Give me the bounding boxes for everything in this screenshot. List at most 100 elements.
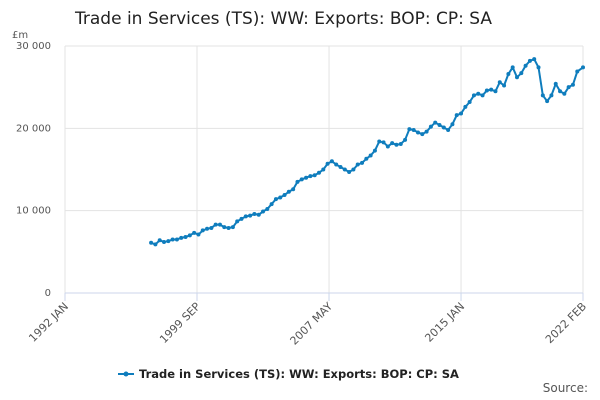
point — [502, 83, 507, 88]
point — [316, 170, 321, 175]
point — [312, 173, 317, 178]
point — [385, 144, 390, 149]
point — [174, 237, 179, 242]
point — [325, 161, 330, 166]
point — [209, 225, 214, 230]
point — [222, 225, 227, 230]
point — [192, 230, 197, 235]
point — [454, 113, 459, 118]
x-tick-label: 1992 JAN — [26, 300, 71, 345]
point — [549, 93, 554, 98]
point — [261, 209, 266, 214]
point — [304, 175, 309, 180]
point — [166, 239, 171, 244]
point — [441, 125, 446, 130]
point — [248, 213, 253, 218]
point — [532, 57, 537, 62]
point — [420, 132, 425, 137]
x-tick-label: 1999 SEP — [157, 300, 203, 346]
point — [480, 93, 485, 98]
point — [536, 65, 541, 70]
point — [321, 167, 326, 172]
point — [243, 214, 248, 219]
point — [545, 99, 550, 104]
point — [428, 124, 433, 129]
point — [269, 202, 274, 207]
point — [351, 167, 356, 172]
point — [196, 232, 201, 237]
point — [471, 93, 476, 98]
point — [562, 91, 567, 96]
point — [217, 222, 222, 227]
point — [553, 81, 558, 86]
point — [355, 162, 360, 167]
point — [265, 207, 270, 212]
point — [459, 111, 464, 116]
point — [540, 93, 545, 98]
legend-marker — [123, 371, 129, 377]
point — [308, 174, 313, 179]
point — [170, 237, 175, 242]
point — [149, 240, 154, 245]
point — [153, 242, 158, 247]
point — [575, 69, 580, 74]
point — [235, 219, 240, 224]
y-tick-label: 20 000 — [16, 123, 51, 134]
point — [403, 137, 408, 142]
point — [239, 216, 244, 221]
y-tick-label: 30 000 — [16, 41, 51, 52]
point — [273, 197, 278, 202]
point — [493, 89, 498, 94]
point — [226, 225, 231, 230]
point — [183, 235, 188, 240]
point — [558, 89, 563, 94]
point — [484, 88, 489, 93]
point — [252, 211, 257, 216]
point — [295, 179, 300, 184]
point — [368, 153, 373, 158]
point — [342, 167, 347, 172]
point — [415, 130, 420, 135]
point — [398, 141, 403, 146]
point — [377, 139, 382, 144]
point — [187, 233, 192, 238]
series-line — [150, 57, 584, 246]
point — [390, 141, 395, 146]
point — [372, 148, 377, 153]
point — [467, 99, 472, 104]
point — [338, 165, 343, 170]
point — [407, 127, 412, 132]
point — [566, 85, 571, 90]
source: Source: — [543, 381, 588, 395]
chart-title: Trade in Services (TS): WW: Exports: BOP… — [74, 9, 492, 29]
point — [360, 160, 365, 165]
point — [347, 169, 352, 174]
y-tick-label: 10 000 — [16, 206, 51, 217]
point — [433, 120, 438, 125]
point — [394, 142, 399, 147]
point — [213, 222, 218, 227]
point — [162, 239, 167, 244]
point — [437, 123, 442, 128]
point — [411, 127, 416, 132]
point — [424, 129, 429, 134]
legend-label: Trade in Services (TS): WW: Exports: BOP… — [139, 367, 459, 381]
y-unit: £m — [12, 30, 28, 41]
point — [157, 238, 162, 243]
point — [519, 71, 524, 76]
point — [278, 195, 283, 200]
point — [514, 75, 519, 80]
point — [282, 193, 287, 198]
point — [334, 162, 339, 167]
point — [291, 187, 296, 192]
x-tick-label: 2015 JAN — [422, 300, 467, 345]
point — [256, 212, 261, 217]
point — [489, 87, 494, 92]
point — [286, 189, 291, 194]
point — [200, 228, 205, 233]
y-tick-label: 0 — [45, 288, 51, 299]
point — [581, 65, 585, 70]
point — [364, 156, 369, 161]
x-tick-label: 2007 MAY — [288, 300, 336, 348]
